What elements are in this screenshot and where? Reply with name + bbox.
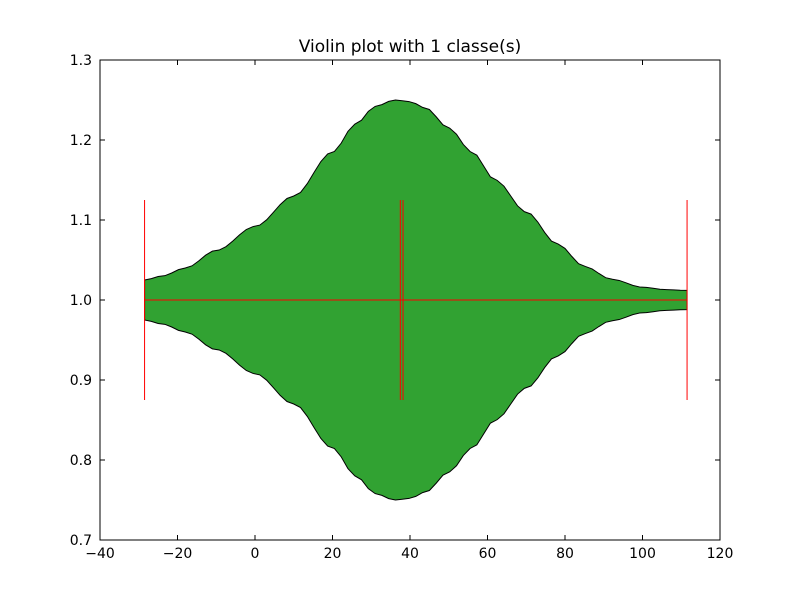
y-axis: 0.7 0.8 0.9 1.0 1.1 1.2 1.3 — [70, 53, 720, 549]
x-tick-label: −40 — [85, 546, 115, 562]
y-tick-label: 0.7 — [70, 533, 92, 549]
x-tick-label: 40 — [401, 546, 419, 562]
x-tick-label: 80 — [556, 546, 574, 562]
y-tick-label: 1.3 — [70, 53, 92, 69]
y-tick-label: 0.9 — [70, 373, 92, 389]
x-tick-label: 60 — [479, 546, 497, 562]
y-tick-label: 1.2 — [70, 133, 92, 149]
x-tick-label: −20 — [163, 546, 193, 562]
chart-title: Violin plot with 1 classe(s) — [299, 37, 521, 57]
y-tick-label: 1.1 — [70, 213, 92, 229]
x-axis: −40 −20 0 20 40 60 80 100 120 — [85, 60, 733, 562]
plot-area — [144, 99, 688, 501]
y-tick-label: 0.8 — [70, 453, 92, 469]
x-tick-label: 0 — [251, 546, 260, 562]
x-tick-label: 20 — [324, 546, 342, 562]
y-tick-label: 1.0 — [70, 293, 92, 309]
x-tick-label: 120 — [707, 546, 734, 562]
x-tick-label: 100 — [629, 546, 656, 562]
